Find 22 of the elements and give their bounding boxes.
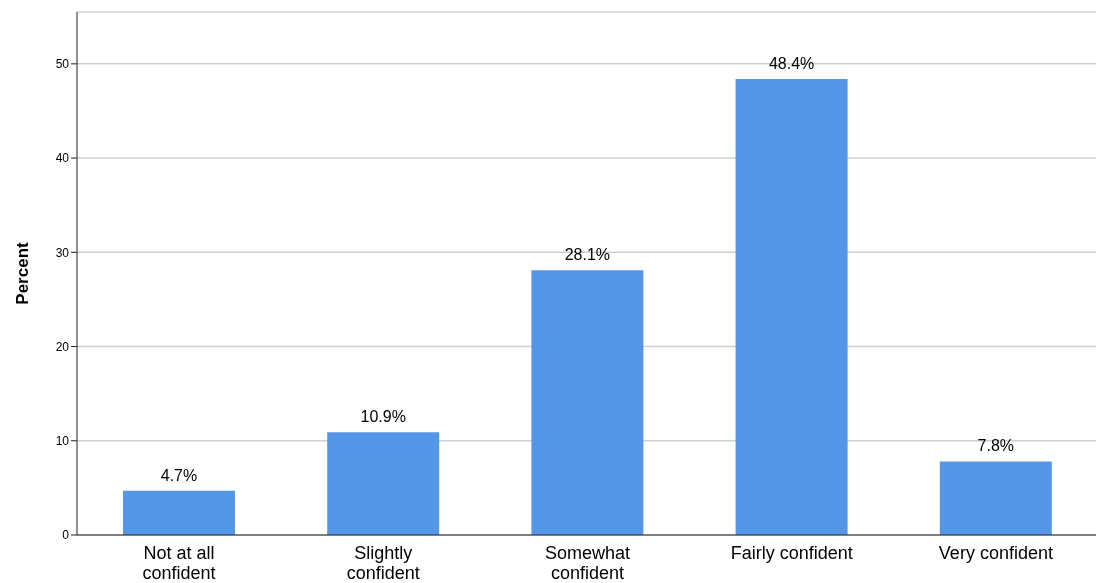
y-tick-label: 30 xyxy=(55,245,70,260)
x-tick-label: Fairly confident xyxy=(730,543,853,563)
data-label: 10.9% xyxy=(360,408,406,426)
bar xyxy=(531,270,644,535)
bar xyxy=(327,432,440,535)
data-label: 4.7% xyxy=(160,466,198,484)
x-tick-label: Slightly confident xyxy=(346,543,420,583)
bar xyxy=(123,490,235,535)
bar xyxy=(735,78,848,535)
y-tick-label: 40 xyxy=(55,151,70,166)
y-tick-label: 0 xyxy=(62,528,70,543)
x-tick-label: Very confident xyxy=(938,543,1053,563)
y-tick-label: 50 xyxy=(55,57,70,72)
bar xyxy=(939,461,1052,535)
x-tick-label: Not at all confident xyxy=(142,543,216,583)
data-label: 28.1% xyxy=(564,246,611,264)
data-label: 48.4% xyxy=(768,54,815,72)
data-label: 7.8% xyxy=(977,437,1015,455)
y-tick-label: 20 xyxy=(55,339,70,354)
x-tick-label: Somewhat confident xyxy=(544,543,631,583)
y-axis-title: Percent xyxy=(13,241,33,305)
y-tick-label: 10 xyxy=(55,434,70,449)
